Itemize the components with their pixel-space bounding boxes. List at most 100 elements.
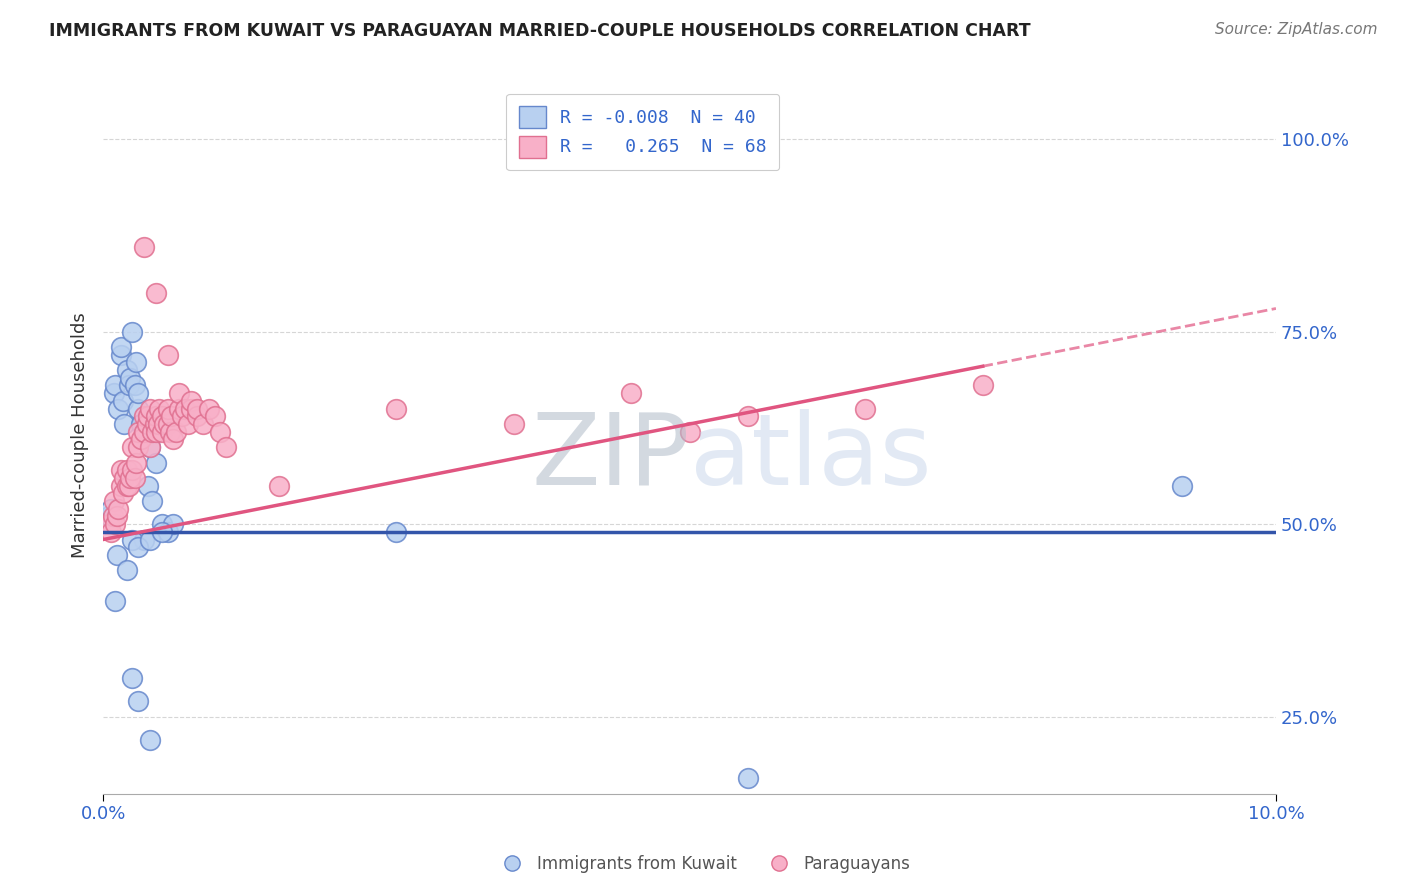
- Point: [103, 386, 125, 401]
- Point: [150, 425, 173, 439]
- Point: [124, 378, 146, 392]
- Point: [115, 463, 138, 477]
- Point: [180, 401, 202, 416]
- Point: [145, 456, 167, 470]
- Point: [107, 501, 129, 516]
- Point: [112, 486, 135, 500]
- Point: [141, 425, 163, 439]
- Point: [502, 417, 524, 431]
- Point: [385, 401, 408, 416]
- Point: [197, 401, 219, 416]
- Point: [141, 494, 163, 508]
- Point: [110, 348, 132, 362]
- Point: [972, 378, 994, 392]
- Point: [110, 340, 132, 354]
- Point: [162, 517, 184, 532]
- Point: [100, 501, 122, 516]
- Point: [176, 417, 198, 431]
- Point: [118, 478, 141, 492]
- Point: [160, 409, 183, 424]
- Point: [169, 401, 191, 416]
- Point: [143, 417, 166, 431]
- Point: [145, 286, 167, 301]
- Point: [150, 524, 173, 539]
- Text: ZIP: ZIP: [531, 409, 689, 506]
- Point: [737, 772, 759, 786]
- Text: Source: ZipAtlas.com: Source: ZipAtlas.com: [1215, 22, 1378, 37]
- Point: [127, 401, 149, 416]
- Point: [153, 417, 176, 431]
- Point: [121, 671, 143, 685]
- Point: [115, 363, 138, 377]
- Point: [139, 533, 162, 547]
- Point: [134, 240, 156, 254]
- Point: [98, 509, 121, 524]
- Point: [191, 417, 214, 431]
- Point: [112, 393, 135, 408]
- Point: [136, 409, 159, 424]
- Point: [209, 425, 232, 439]
- Y-axis label: Married-couple Households: Married-couple Households: [72, 313, 89, 558]
- Point: [100, 524, 122, 539]
- Point: [150, 517, 173, 532]
- Point: [620, 386, 643, 401]
- Point: [121, 463, 143, 477]
- Point: [118, 378, 141, 392]
- Point: [1171, 478, 1194, 492]
- Point: [104, 594, 127, 608]
- Point: [127, 386, 149, 401]
- Point: [186, 401, 208, 416]
- Point: [121, 440, 143, 454]
- Point: [107, 401, 129, 416]
- Point: [104, 517, 127, 532]
- Point: [162, 433, 184, 447]
- Point: [129, 417, 152, 431]
- Point: [267, 478, 290, 492]
- Point: [127, 425, 149, 439]
- Point: [104, 378, 127, 392]
- Point: [120, 371, 142, 385]
- Point: [105, 548, 128, 562]
- Point: [134, 425, 156, 439]
- Point: [148, 401, 170, 416]
- Point: [139, 440, 162, 454]
- Point: [98, 517, 121, 532]
- Point: [121, 533, 143, 547]
- Point: [115, 563, 138, 577]
- Point: [121, 325, 143, 339]
- Point: [156, 401, 179, 416]
- Text: atlas: atlas: [689, 409, 931, 506]
- Legend: Immigrants from Kuwait, Paraguayans: Immigrants from Kuwait, Paraguayans: [489, 848, 917, 880]
- Point: [112, 417, 135, 431]
- Point: [105, 509, 128, 524]
- Point: [148, 417, 170, 431]
- Point: [103, 494, 125, 508]
- Point: [678, 425, 700, 439]
- Point: [159, 425, 181, 439]
- Point: [115, 478, 138, 492]
- Point: [110, 478, 132, 492]
- Point: [180, 393, 202, 408]
- Point: [127, 440, 149, 454]
- Point: [134, 425, 156, 439]
- Point: [112, 471, 135, 485]
- Legend: R = -0.008  N = 40, R =   0.265  N = 68: R = -0.008 N = 40, R = 0.265 N = 68: [506, 94, 779, 170]
- Point: [125, 456, 148, 470]
- Point: [170, 409, 193, 424]
- Point: [145, 425, 167, 439]
- Point: [169, 386, 191, 401]
- Point: [134, 409, 156, 424]
- Point: [385, 524, 408, 539]
- Point: [855, 401, 877, 416]
- Point: [139, 440, 162, 454]
- Point: [156, 417, 179, 431]
- Point: [134, 533, 156, 547]
- Point: [204, 409, 226, 424]
- Point: [174, 401, 197, 416]
- Point: [139, 732, 162, 747]
- Text: IMMIGRANTS FROM KUWAIT VS PARAGUAYAN MARRIED-COUPLE HOUSEHOLDS CORRELATION CHART: IMMIGRANTS FROM KUWAIT VS PARAGUAYAN MAR…: [49, 22, 1031, 40]
- Point: [110, 463, 132, 477]
- Point: [737, 409, 759, 424]
- Point: [165, 425, 187, 439]
- Point: [135, 417, 157, 431]
